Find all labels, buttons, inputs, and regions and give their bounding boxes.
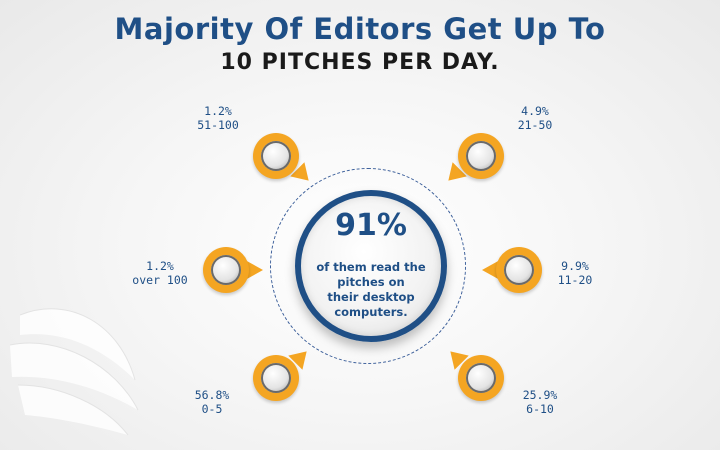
category-label: 21-50 (517, 118, 553, 132)
category-label: 11-20 (557, 273, 593, 287)
pin-icon (458, 133, 504, 179)
ball-icon (261, 363, 291, 393)
center-percent: 91% (335, 208, 407, 243)
value-label: 1.2% (146, 259, 174, 273)
pin-icon (253, 133, 299, 179)
pin-icon (203, 247, 249, 293)
pin-icon (253, 355, 299, 401)
pin-pointer-icon (245, 260, 263, 280)
category-label: 6-10 (526, 402, 554, 416)
ball-icon (261, 141, 291, 171)
value-label: 25.9% (522, 388, 558, 402)
center-line: of them read the (316, 260, 426, 274)
page-title: Majority Of Editors Get Up To (114, 12, 606, 46)
pin-icon (458, 355, 504, 401)
center-circle (295, 190, 447, 342)
ball-icon (466, 141, 496, 171)
center-line: their desktop (327, 290, 415, 304)
category-label: 0-5 (201, 402, 223, 416)
category-label: 51-100 (197, 118, 239, 132)
pin-icon (496, 247, 542, 293)
center-line: computers. (334, 305, 408, 319)
value-label: 1.2% (204, 104, 232, 118)
value-label: 56.8% (194, 388, 230, 402)
globe-decoration-icon (9, 308, 139, 436)
ball-icon (504, 255, 534, 285)
center-line: pitches on (337, 275, 405, 289)
page-subtitle: 10 PITCHES PER DAY. (220, 50, 500, 75)
dashed-orbit-ring (270, 168, 466, 364)
value-label: 4.9% (521, 104, 549, 118)
value-label: 9.9% (561, 259, 589, 273)
ball-icon (466, 363, 496, 393)
center-description: of them read the pitches on their deskto… (305, 260, 437, 320)
pin-pointer-icon (482, 260, 500, 280)
category-label: over 100 (132, 273, 188, 287)
ball-icon (211, 255, 241, 285)
